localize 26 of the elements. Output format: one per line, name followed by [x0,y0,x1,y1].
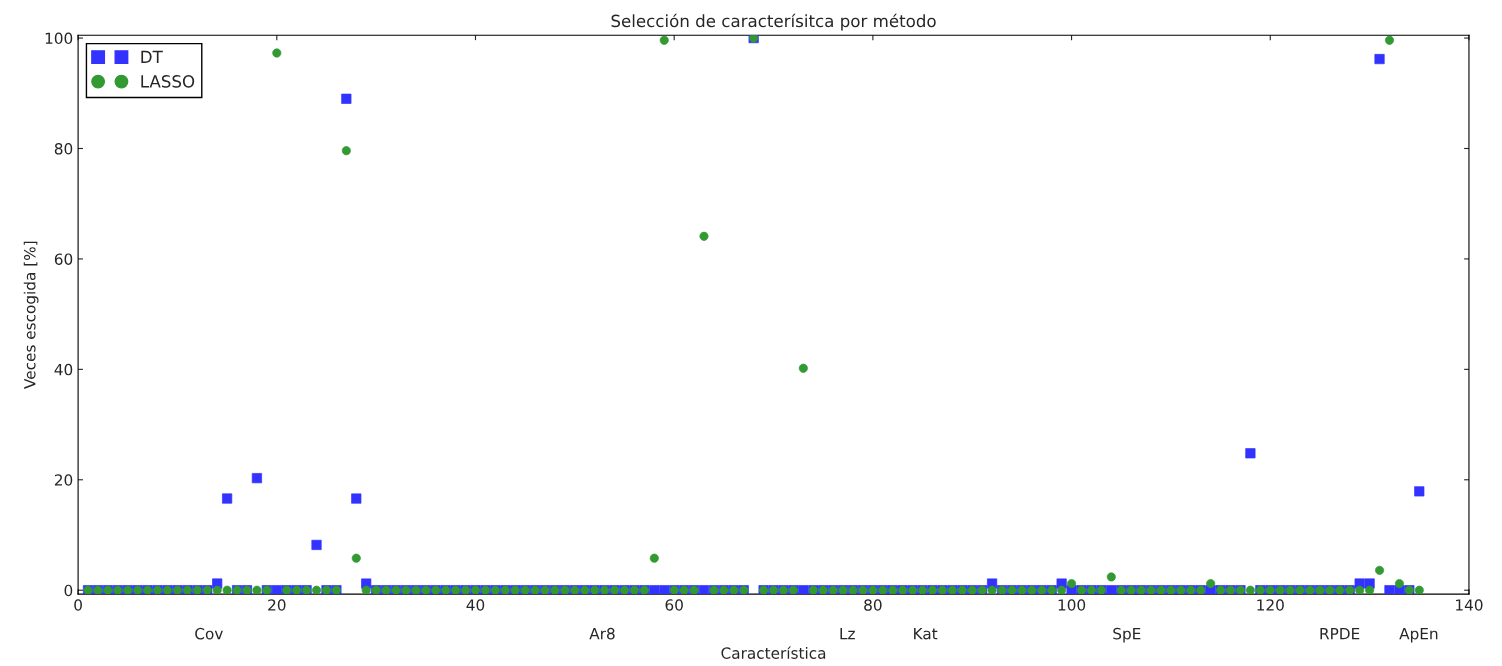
text: ApEn [1399,628,1438,643]
text: Cov [195,627,223,640]
y-tick-label: 100 [45,32,73,45]
x-tick-label: 140 [1456,599,1483,611]
x-tick-label: 100 [1058,599,1086,611]
x-tick-label: 60 [665,599,683,611]
text: Ar8 [589,627,615,640]
text: SpE [1113,627,1141,643]
text: Kat [914,628,938,640]
y-tick-label: 60 [54,253,73,265]
y-tick-label: 20 [54,474,73,486]
x-tick-label: 80 [864,599,882,611]
text: Lz [840,628,855,640]
chart-title: Selección de caracterísitca por método [611,13,936,31]
y-axis-title: Veces escogida [%] [23,241,39,389]
x-tick-label: 0 [74,599,82,611]
y-tick-label: 0 [64,584,73,597]
x-tick-label: 20 [268,599,286,611]
text: RPDE [1320,628,1360,640]
y-tick-label: 40 [54,363,73,376]
x-tick-label: 120 [1257,599,1284,611]
legend-label: LASSO [141,75,195,88]
legend-label: DT [141,50,163,63]
x-tick-label: 40 [466,599,485,611]
x-axis-title: Característica [721,646,826,659]
y-tick-label: 80 [54,142,73,155]
